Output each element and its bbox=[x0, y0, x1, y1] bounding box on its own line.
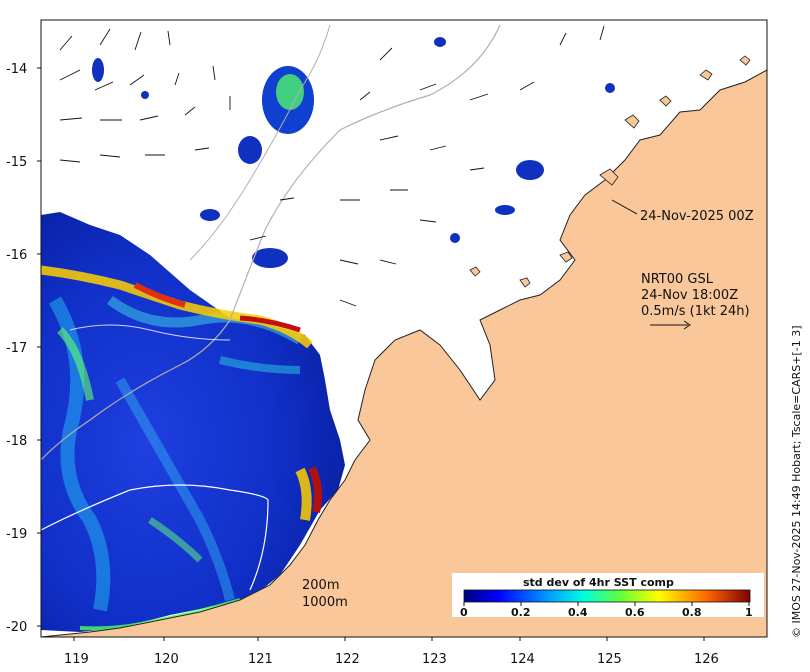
lat-label: -20 bbox=[6, 620, 27, 635]
colorbar-title: std dev of 4hr SST comp bbox=[523, 576, 674, 589]
colorbar-tick: 0.6 bbox=[625, 606, 645, 619]
lat-label: -16 bbox=[6, 248, 27, 263]
current-vectors bbox=[59, 25, 688, 326]
lon-label: 126 bbox=[694, 652, 719, 667]
colorbar-tick: 0.4 bbox=[568, 606, 588, 619]
lon-label: 121 bbox=[248, 652, 273, 667]
colorbar-tick: 0 bbox=[460, 606, 468, 619]
lon-axis: 119 120 121 122 123 124 125 126 bbox=[64, 637, 719, 667]
lat-label: -15 bbox=[6, 155, 27, 170]
lon-label: 123 bbox=[422, 652, 447, 667]
colorbar-tick: 0.8 bbox=[682, 606, 702, 619]
lat-axis: -14 -15 -16 -17 -18 -19 -20 bbox=[6, 62, 41, 635]
sst-patches bbox=[92, 37, 615, 268]
lat-label: -14 bbox=[6, 62, 27, 77]
sst-data-field bbox=[41, 212, 345, 632]
lon-label: 120 bbox=[154, 652, 179, 667]
lat-label: -18 bbox=[6, 434, 27, 449]
credit-text: © IMOS 27-Nov-2025 14:49 Hobart; Tscale=… bbox=[790, 326, 803, 638]
contour-legend-200: 200m bbox=[302, 578, 339, 593]
contour-200m bbox=[41, 484, 269, 591]
lat-label: -19 bbox=[6, 527, 27, 542]
lon-label: 125 bbox=[597, 652, 622, 667]
colorbar-tick: 1 bbox=[745, 606, 753, 619]
land-mass bbox=[41, 69, 767, 637]
colorbar-tick: 0.2 bbox=[511, 606, 531, 619]
lat-label: -17 bbox=[6, 341, 27, 356]
islands bbox=[469, 55, 751, 288]
current-title: NRT00 GSL bbox=[641, 272, 714, 287]
time-label: 24-Nov-2025 00Z bbox=[640, 209, 754, 224]
contour-1000m bbox=[41, 24, 501, 461]
contour-legend-1000: 1000m bbox=[302, 595, 348, 610]
current-scale: 0.5m/s (1kt 24h) bbox=[641, 304, 750, 319]
lon-label: 122 bbox=[335, 652, 360, 667]
lon-label: 124 bbox=[510, 652, 535, 667]
lon-label: 119 bbox=[64, 652, 89, 667]
plot-frame bbox=[40, 19, 768, 638]
current-time: 24-Nov 18:00Z bbox=[641, 288, 738, 303]
colorbar: std dev of 4hr SST comp 0 0.2 0.4 0.6 0.… bbox=[452, 573, 764, 619]
